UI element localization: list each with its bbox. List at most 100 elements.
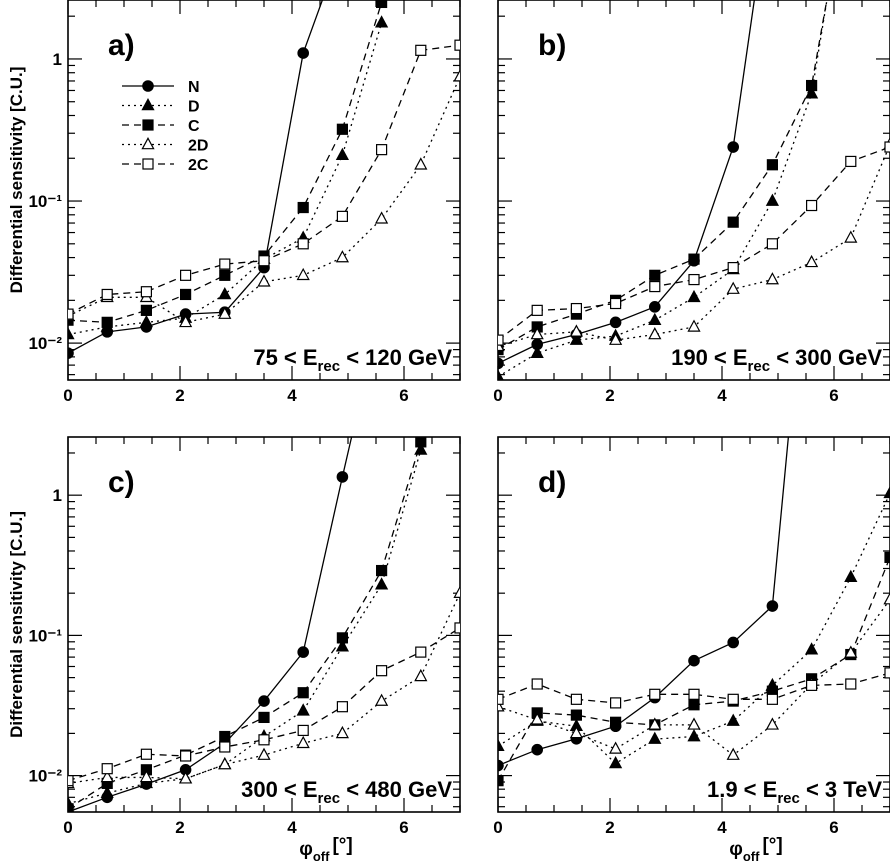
data-point-2D xyxy=(608,332,623,345)
data-point-2D xyxy=(374,211,389,224)
data-point-2C xyxy=(845,155,857,168)
data-point-D xyxy=(218,286,232,300)
x-tick-label: 0 xyxy=(63,386,72,405)
series-line-C xyxy=(68,2,383,324)
data-point-2C xyxy=(140,748,152,760)
data-point-D xyxy=(883,485,890,499)
x-axis-label: φoff[°] xyxy=(299,835,352,863)
data-point-2C xyxy=(609,297,622,310)
data-point-2C xyxy=(649,280,661,293)
y-tick-label: 1 xyxy=(53,486,62,505)
data-point-C xyxy=(884,551,890,563)
data-point-2C xyxy=(219,258,231,270)
data-point-2D xyxy=(453,585,460,598)
data-point-C xyxy=(140,304,152,316)
data-point-C xyxy=(766,159,779,171)
x-tick-label: 6 xyxy=(399,386,408,405)
data-point-D xyxy=(139,314,154,328)
panel-label: b) xyxy=(538,29,566,62)
data-point-2D xyxy=(100,769,114,783)
data-point-2D xyxy=(178,771,193,784)
data-point-2C xyxy=(688,688,700,700)
data-point-2C xyxy=(454,39,460,51)
data-point-C xyxy=(415,437,427,448)
data-point-C xyxy=(336,123,348,135)
data-point-N xyxy=(727,141,739,153)
data-point-2D xyxy=(453,69,460,82)
data-point-2C xyxy=(415,646,427,658)
data-point-2C xyxy=(531,304,543,316)
x-tick-label: 2 xyxy=(605,818,614,837)
x-tick-label: 4 xyxy=(287,818,297,837)
data-point-2D xyxy=(765,272,780,285)
data-point-2C xyxy=(180,269,192,281)
data-point-2C xyxy=(766,238,779,250)
data-point-C xyxy=(688,699,700,711)
data-point-2D xyxy=(687,717,701,730)
series-line-D xyxy=(68,449,422,805)
data-point-D xyxy=(569,332,584,345)
data-point-2C xyxy=(649,688,661,700)
data-point-2C xyxy=(884,667,890,679)
data-point-D xyxy=(374,577,389,590)
data-point-N xyxy=(258,695,270,707)
series-line-2D xyxy=(498,144,890,347)
data-point-2D xyxy=(844,230,858,243)
data-point-N xyxy=(784,423,794,433)
data-point-2C xyxy=(498,693,504,705)
data-point-D xyxy=(530,345,544,358)
series-line-C xyxy=(498,0,828,351)
data-point-D xyxy=(374,15,389,28)
data-point-D xyxy=(68,327,75,340)
x-tick-label: 4 xyxy=(717,818,727,837)
data-point-2C xyxy=(570,302,583,315)
panel-c: 0 2 4 6 10⁻² 10⁻¹ 1 c) 300 < Erec < 480 GeV Diffe… xyxy=(7,423,461,863)
data-point-N xyxy=(498,357,504,370)
y-tick-label: 10⁻² xyxy=(28,334,62,353)
data-point-C xyxy=(297,687,309,699)
data-point-2C xyxy=(766,693,779,705)
data-point-2C xyxy=(297,238,309,250)
data-point-C xyxy=(376,0,388,9)
data-point-2C xyxy=(845,678,857,690)
data-point-D xyxy=(498,369,504,380)
data-point-2D xyxy=(844,645,858,658)
y-tick-label: 10⁻¹ xyxy=(28,192,62,211)
panel-b: 0 2 4 6 b) 190 < Erec < 300 GeV xyxy=(493,0,890,405)
data-point-C xyxy=(570,709,583,721)
y-tick-label: 10⁻¹ xyxy=(28,626,62,645)
x-tick-label: 0 xyxy=(493,818,502,837)
data-point-N xyxy=(766,600,779,612)
data-point-N xyxy=(648,301,661,313)
data-point-C xyxy=(498,775,504,787)
series-group xyxy=(498,0,890,380)
data-point-D xyxy=(139,775,154,789)
data-point-C xyxy=(609,716,622,728)
data-point-D xyxy=(498,738,505,752)
data-point-2D xyxy=(530,327,544,340)
x-axis-label: φoff[°] xyxy=(729,835,782,863)
data-point-N xyxy=(68,347,74,359)
data-point-N xyxy=(348,423,358,433)
data-point-2D xyxy=(608,741,623,754)
data-point-2D xyxy=(530,712,544,725)
data-point-2C xyxy=(415,44,427,56)
legend-label: N xyxy=(188,79,200,96)
series-line-N xyxy=(68,0,324,354)
data-point-2D xyxy=(498,699,505,712)
data-point-2D xyxy=(257,747,271,760)
legend: NDC 2D 2C xyxy=(122,79,209,174)
data-point-N xyxy=(297,646,309,658)
data-point-C xyxy=(649,269,661,281)
data-point-C xyxy=(688,253,700,265)
data-point-C xyxy=(336,632,348,644)
energy-range-label: 1.9 < Erec < 3 TeV xyxy=(707,777,882,807)
data-point-C xyxy=(180,288,192,301)
data-point-N xyxy=(498,759,504,772)
series-group xyxy=(498,423,890,787)
data-point-D xyxy=(335,147,350,161)
data-point-D xyxy=(648,731,662,744)
x-tick-label: 4 xyxy=(717,386,727,405)
y-axis-label: Differential sensitivity [C.U.] xyxy=(7,511,26,738)
data-point-2D xyxy=(765,717,780,730)
